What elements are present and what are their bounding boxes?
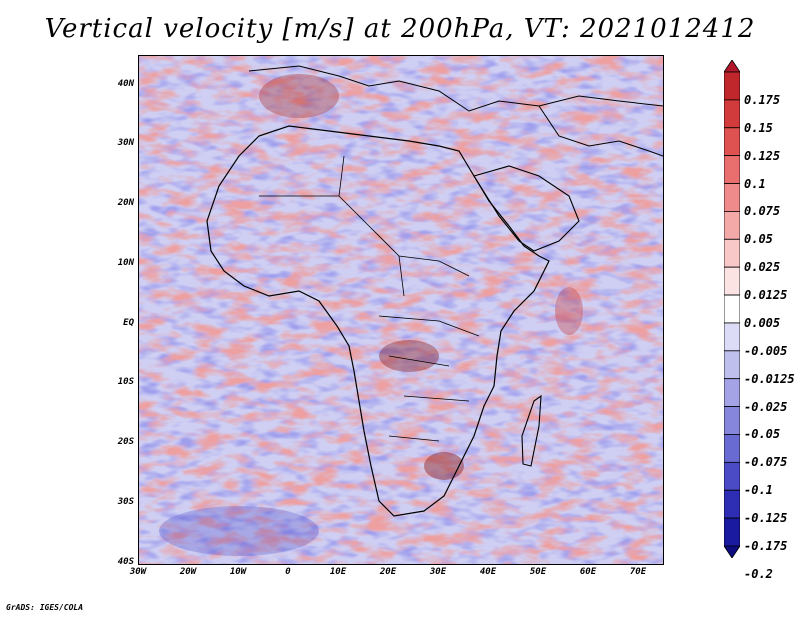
colorbar	[724, 60, 740, 558]
vertical-velocity-field	[139, 56, 663, 564]
colorbar-box	[724, 183, 740, 212]
colorbar-label: 0.05	[744, 232, 773, 247]
colorbar-label: 0.025	[744, 260, 781, 275]
colorbar-box	[724, 517, 740, 547]
colorbar-box	[724, 99, 740, 129]
x-tick: 70E	[629, 567, 647, 577]
y-tick: 40S	[117, 557, 134, 567]
y-tick: 10S	[117, 377, 134, 387]
colorbar-box	[724, 434, 740, 463]
colorbar-box	[724, 406, 740, 435]
y-tick: 40N	[117, 79, 134, 89]
colorbar-box	[724, 378, 740, 407]
colorbar-label: -0.0125	[744, 371, 795, 386]
updraft-patch	[259, 74, 339, 118]
updraft-patch	[555, 287, 583, 335]
x-tick: 60E	[579, 567, 597, 577]
y-tick: 30N	[117, 138, 134, 148]
colorbar-box	[724, 322, 740, 352]
colorbar-label: -0.2	[744, 566, 773, 581]
colorbar-label: -0.1	[744, 483, 773, 498]
asia-coastline	[538, 105, 663, 157]
x-tick: 0	[285, 567, 291, 577]
colorbar-label: 0.125	[744, 148, 781, 163]
colorbar-label: -0.175	[744, 539, 788, 553]
y-tick: 20N	[117, 198, 134, 208]
x-tick: 30W	[129, 567, 147, 577]
colorbar-box	[724, 350, 740, 380]
x-tick: 20W	[179, 567, 197, 577]
colorbar-bottom-arrow	[724, 545, 740, 558]
footer-credit: GrADS: IGES/COLA	[6, 603, 84, 612]
africa-coastline	[206, 125, 550, 517]
colorbar-box	[724, 238, 740, 268]
colorbar-label: 0.15	[744, 120, 773, 135]
x-tick: 10E	[329, 567, 347, 577]
updraft-patch	[379, 340, 439, 372]
colorbar-label: 0.005	[744, 315, 781, 330]
colorbar-box	[724, 489, 740, 519]
colorbar-box	[724, 211, 740, 240]
colorbar-label: 0.075	[744, 204, 781, 219]
x-tick: 40E	[479, 567, 497, 577]
x-tick: 30E	[429, 567, 447, 577]
updraft-patch	[424, 452, 464, 480]
colorbar-label: -0.005	[744, 343, 788, 358]
field-texture	[139, 56, 663, 564]
colorbar-label: 0.175	[744, 92, 781, 107]
map-title: Vertical velocity [m/s] at 200hPa, VT: 2…	[44, 14, 756, 44]
colorbar-box	[724, 127, 740, 157]
y-tick: EQ	[123, 318, 134, 328]
colorbar-box	[724, 461, 740, 491]
x-tick: 50E	[529, 567, 547, 577]
colorbar-label: 0.1	[744, 176, 766, 191]
europe-asia-coastline	[248, 65, 663, 112]
y-tick: 10N	[117, 258, 134, 268]
y-tick: 30S	[117, 497, 134, 507]
map-panel	[138, 55, 664, 565]
colorbar-box	[724, 266, 740, 296]
colorbar-label: 0.0125	[744, 288, 788, 303]
madagascar-coastline	[521, 394, 542, 467]
colorbar-box	[724, 155, 740, 184]
x-tick: 10W	[229, 567, 247, 577]
colorbar-label: -0.025	[744, 399, 788, 414]
x-tick: 20E	[379, 567, 397, 577]
colorbar-top-arrow	[724, 60, 740, 73]
arabia-coastline	[473, 165, 580, 252]
colorbar-box	[724, 71, 740, 101]
colorbar-label: -0.125	[744, 511, 788, 526]
country-borders	[259, 155, 480, 442]
y-tick: 20S	[117, 437, 134, 447]
colorbar-box	[724, 294, 740, 324]
downdraft-patch	[159, 506, 319, 556]
colorbar-label: -0.05	[744, 427, 781, 442]
colorbar-label: -0.075	[744, 455, 788, 470]
